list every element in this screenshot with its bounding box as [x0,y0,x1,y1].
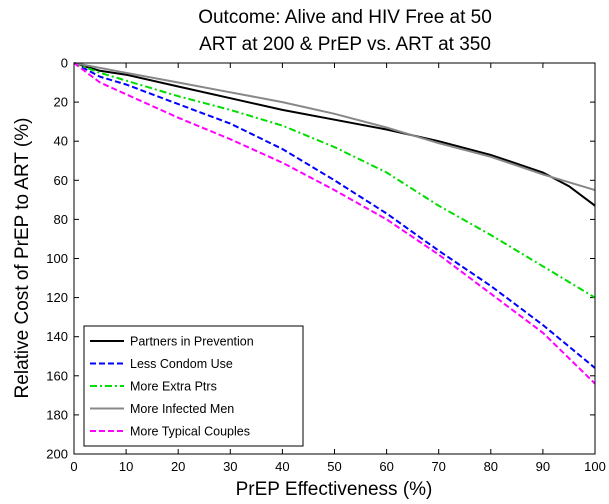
x-tick-label: 60 [379,459,393,474]
axis-ticks: 0 10 20 30 40 50 60 70 80 90 100 0 20 40 60 80 100 120 140… [46,56,606,475]
x-tick-label: 10 [119,459,133,474]
y-tick-label: 120 [46,290,68,305]
series-line-3 [73,62,596,299]
y-axis-label: Relative Cost of PrEP to ART (%) [12,118,33,399]
legend: Partners in Prevention Less Condom Use Mor… [83,325,304,447]
plot-lines [73,62,596,385]
x-tick-label: 30 [223,459,237,474]
legend-label: Partners in Prevention [130,335,254,349]
y-tick-label: 40 [54,134,68,149]
y-tick-label: 160 [46,368,68,383]
y-tick-label: 100 [46,251,68,266]
x-axis-label: PrEP Effectiveness (%) [236,479,433,500]
y-tick-label: 180 [46,407,68,422]
x-tick-label: 80 [484,459,498,474]
legend-label: More Typical Couples [130,425,250,439]
y-tick-label: 0 [61,56,68,71]
x-tick-label: 50 [327,459,341,474]
legend-label: More Extra Ptrs [130,380,217,394]
x-tick-label: 100 [584,459,606,474]
plot-frame [73,62,596,455]
legend-label: Less Condom Use [130,357,233,371]
x-tick-label: 20 [171,459,185,474]
x-tick-label: 90 [536,459,550,474]
series-line-1 [73,62,596,207]
x-tick-label: 40 [275,459,289,474]
legend-items: Partners in Prevention Less Condom Use Mor… [90,335,254,439]
x-tick-label: 70 [431,459,445,474]
x-tick-label: 0 [70,459,77,474]
y-tick-label: 60 [54,173,68,188]
series-line-4 [73,62,596,192]
series-line-2 [73,62,596,369]
y-tick-label: 20 [54,95,68,110]
legend-label: More Infected Men [130,402,234,416]
chart-title-line-1: Outcome: Alive and HIV Free at 50 [198,7,492,28]
y-tick-label: 140 [46,329,68,344]
chart-title-line-2: ART at 200 & PrEP vs. ART at 350 [199,34,491,55]
y-tick-label: 200 [46,447,68,462]
y-tick-label: 80 [54,212,68,227]
series-line-5 [73,62,596,385]
